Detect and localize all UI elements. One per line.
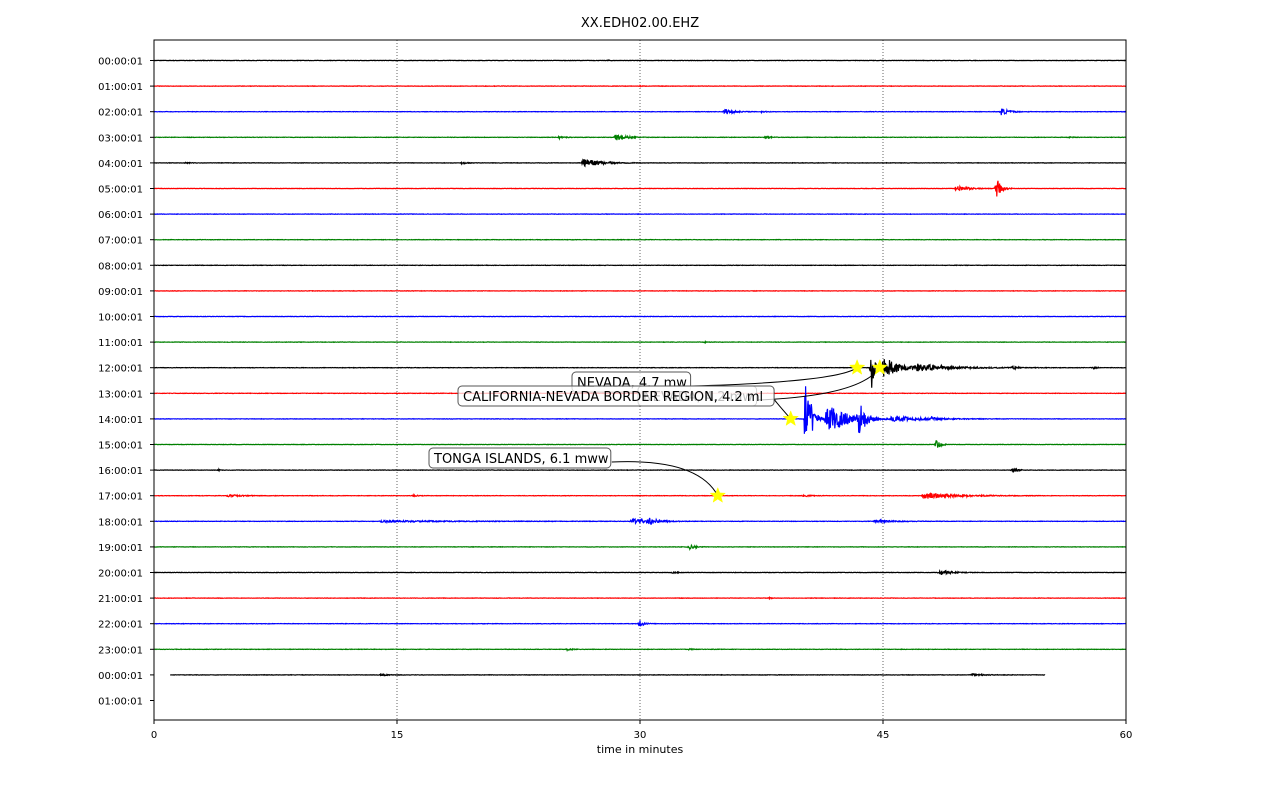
y-tick-label-14: 14:00:01 [98,415,143,426]
y-tick-label-1: 01:00:01 [98,82,143,93]
y-tick-label-5: 05:00:01 [98,185,143,196]
trace-20 [154,569,1127,576]
trace-22 [153,620,1126,627]
y-tick-label-4: 04:00:01 [98,159,143,170]
plot-frame [153,39,1127,721]
y-tick-label-12: 12:00:01 [98,364,143,375]
trace-23 [153,647,1127,652]
event-star-3 [709,487,727,503]
trace-18 [154,517,1127,526]
y-tick-label-24: 00:00:01 [98,671,143,682]
event-star-2 [782,410,799,426]
y-tick-label-18: 18:00:01 [98,517,143,528]
y-tick-label-20: 20:00:01 [98,569,143,580]
x-tick-label-2: 30 [634,730,647,741]
y-tick-label-22: 22:00:01 [98,620,143,631]
trace-0 [153,59,1127,62]
event-leader-0 [691,367,858,387]
y-tick-label-0: 00:00:01 [98,57,143,68]
trace-1 [154,84,1127,88]
chart-title: XX.EDH02.00.EHZ [581,16,699,31]
x-axis-ticks: 0 15 30 45 60 [151,720,1133,741]
trace-24 [170,672,1046,677]
y-tick-label-8: 08:00:01 [98,261,143,272]
y-tick-label-13: 13:00:01 [98,389,143,400]
y-tick-label-3: 03:00:01 [98,133,143,144]
event-annotations: NEVADA, 4.7 mwNEVADA, 4.2 mwCALIFORNIA-N… [428,359,889,503]
trace-11 [153,339,1127,344]
x-tick-label-0: 0 [151,730,157,741]
trace-4 [153,158,1126,168]
trace-17 [154,492,1127,500]
event-label-box-3 [428,447,612,469]
y-tick-label-6: 06:00:01 [98,210,143,221]
y-tick-label-9: 09:00:01 [98,287,143,298]
trace-2 [153,107,1127,116]
event-label-2: CALIFORNIA-NEVADA BORDER REGION, 4.2 ml [463,390,763,405]
y-tick-label-7: 07:00:01 [98,236,143,247]
trace-5 [153,180,1127,197]
event-leader-1 [757,367,881,401]
x-tick-label-4: 60 [1120,730,1133,741]
trace-19 [153,543,1127,551]
y-tick-label-17: 17:00:01 [98,492,143,503]
y-tick-label-16: 16:00:01 [98,466,143,477]
y-tick-label-2: 02:00:01 [98,108,143,119]
y-tick-label-10: 10:00:01 [98,313,143,324]
event-star-1 [871,359,889,375]
trace-12 [154,359,1126,388]
y-tick-label-11: 11:00:01 [98,338,143,349]
y-tick-label-25: 01:00:01 [98,697,143,708]
trace-3 [154,133,1127,141]
y-tick-label-21: 21:00:01 [98,594,143,605]
trace-21 [153,595,1127,601]
trace-15 [153,440,1127,448]
event-leader-3 [611,461,719,496]
x-tick-label-3: 45 [877,730,890,741]
trace-16 [154,467,1126,473]
trace-14 [153,386,1127,434]
x-axis-label: time in minutes [597,743,684,756]
y-axis-ticks: 00:00:01 01:00:01 02:00:01 03:00:01 04:00:01… [98,57,154,708]
event-label-box-2 [457,385,775,407]
event-leader-2 [773,398,792,420]
y-tick-label-19: 19:00:01 [98,543,143,554]
event-label-3: TONGA ISLANDS, 6.1 mww [433,452,609,467]
y-tick-label-15: 15:00:01 [98,441,143,452]
y-tick-label-23: 23:00:01 [98,645,143,656]
event-star-0 [848,359,866,375]
x-tick-label-1: 15 [391,730,404,741]
